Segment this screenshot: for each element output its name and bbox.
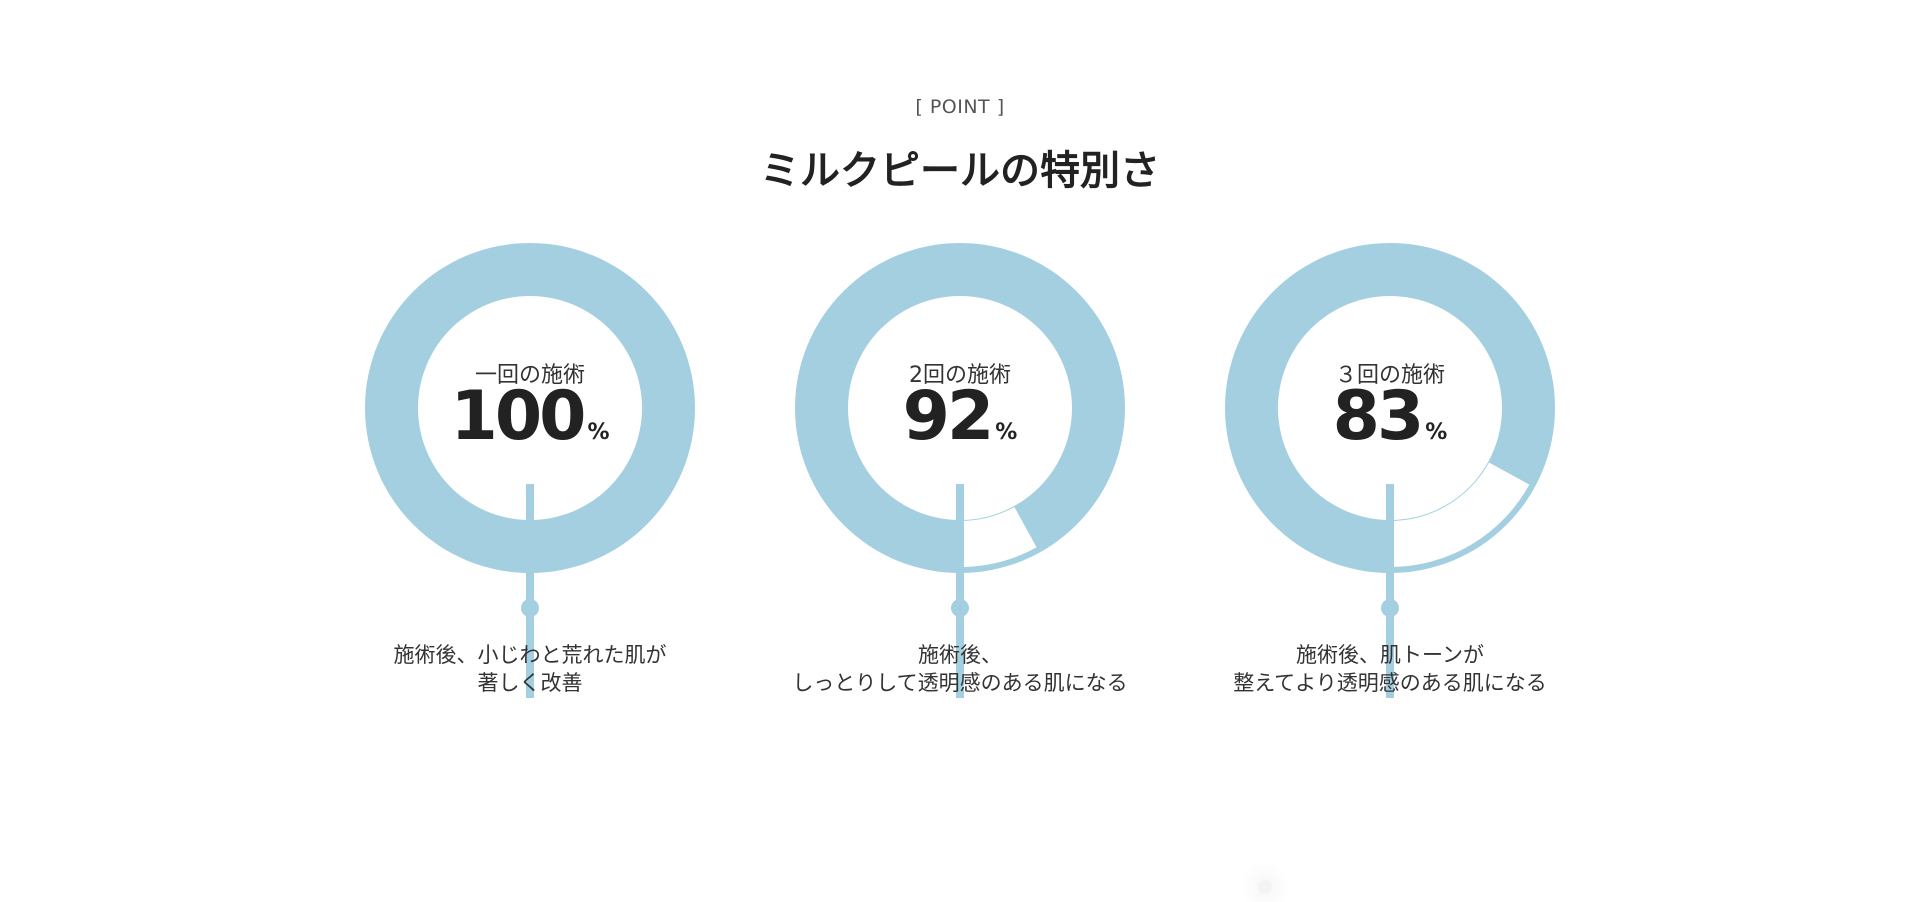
point-value: 92% <box>795 377 1125 456</box>
point-value-unit: % <box>587 420 610 445</box>
point-label: 2回の施術 <box>909 363 1011 388</box>
donut-chart-1 <box>365 243 695 698</box>
point-value-number: 83 <box>1332 377 1425 456</box>
point-value-number: 100 <box>450 377 587 456</box>
donut-chart-2 <box>795 243 1125 698</box>
point-caption: 施術後、肌トーンが 整えてより透明感のある肌になる <box>1185 641 1595 697</box>
point-caption: 施術後、 しっとりして透明感のある肌になる <box>755 641 1165 697</box>
point-label: 一回の施術 <box>474 363 585 388</box>
pin-line <box>956 484 964 698</box>
point-card-3: ３回の施術 83% 施術後、肌トーンが 整えてより透明感のある肌になる <box>1225 243 1555 723</box>
point-card-1: 一回の施術 100% 施術後、小じわと荒れた肌が 著しく改善 <box>365 243 695 723</box>
pin-dot <box>1381 599 1399 617</box>
donut-hole <box>418 296 642 520</box>
point-card-2: 2回の施術 92% 施術後、 しっとりして透明感のある肌になる <box>792 243 1128 723</box>
point-value-unit: % <box>995 420 1018 445</box>
donut-chart-3 <box>1225 243 1555 698</box>
point-label: ３回の施術 <box>1334 363 1445 388</box>
point-value: 83% <box>1225 377 1555 456</box>
point-value: 100% <box>365 377 695 456</box>
scroll-indicator[interactable] <box>1258 880 1272 894</box>
section-title: ミルクピールの特別さ <box>760 148 1160 194</box>
point-caption-line: 著しく改善 <box>477 671 583 695</box>
point-caption: 施術後、小じわと荒れた肌が 著しく改善 <box>325 641 735 697</box>
point-caption-line: 施術後、小じわと荒れた肌が <box>393 643 667 667</box>
pin-line <box>1386 484 1394 698</box>
point-value-unit: % <box>1425 420 1448 445</box>
donut-hole <box>1278 296 1502 520</box>
point-caption-line: 整えてより透明感のある肌になる <box>1233 671 1547 695</box>
section-eyebrow: [ POINT ] <box>915 96 1005 118</box>
point-caption-line: しっとりして透明感のある肌になる <box>792 671 1128 695</box>
point-caption-line: 施術後、肌トーンが <box>1296 643 1484 667</box>
point-caption-line: 施術後、 <box>918 643 1002 667</box>
pin-line <box>526 484 534 698</box>
pin-dot <box>951 599 969 617</box>
donut-gap-segment <box>960 507 1037 567</box>
point-value-number: 92 <box>902 377 995 456</box>
donut-gap-segment <box>1390 462 1530 567</box>
pin-dot <box>521 599 539 617</box>
donut-hole <box>848 296 1072 520</box>
